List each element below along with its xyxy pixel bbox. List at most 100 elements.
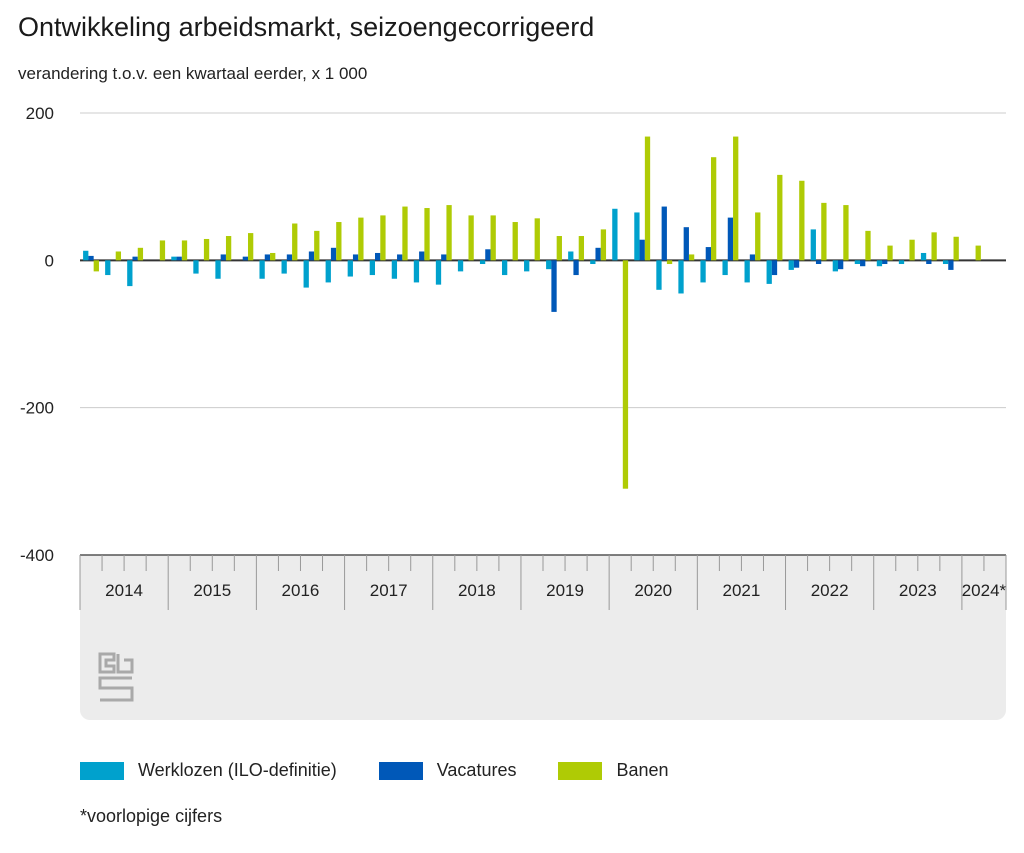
bar xyxy=(286,254,293,261)
bar xyxy=(887,245,893,261)
bar xyxy=(595,247,601,261)
bar xyxy=(314,230,320,261)
bar xyxy=(336,222,342,261)
legend-item-werklozen: Werklozen (ILO-definitie) xyxy=(80,760,337,781)
bar xyxy=(656,260,662,290)
bar xyxy=(644,136,651,261)
bar xyxy=(722,260,728,276)
x-tick-label: 2015 xyxy=(193,581,231,600)
cbs-logo-icon xyxy=(98,652,134,702)
bar xyxy=(661,206,667,261)
bar xyxy=(248,233,254,261)
bar xyxy=(281,260,287,274)
x-tick-label: 2021 xyxy=(723,581,761,600)
legend-swatch xyxy=(80,761,124,780)
bar xyxy=(132,256,138,261)
footnote: *voorlopige cijfers xyxy=(80,806,223,826)
bar xyxy=(678,260,684,294)
bar xyxy=(419,251,425,261)
bar xyxy=(744,260,750,283)
bar xyxy=(942,260,949,265)
legend-label: Vacatures xyxy=(436,760,517,780)
bar xyxy=(512,222,518,261)
bar xyxy=(815,260,822,265)
legend-item-vacatures: Vacatures xyxy=(378,760,517,781)
bar xyxy=(397,254,403,261)
bar xyxy=(435,260,442,285)
bar xyxy=(568,251,574,261)
bar xyxy=(441,254,447,261)
bar xyxy=(127,260,133,287)
bar xyxy=(270,252,276,261)
bar xyxy=(534,218,540,261)
bar xyxy=(755,212,761,261)
bar xyxy=(203,238,210,261)
bar xyxy=(330,247,337,261)
bar xyxy=(931,232,937,261)
bar xyxy=(259,260,265,279)
bar xyxy=(479,260,486,265)
bar xyxy=(683,227,689,261)
bar xyxy=(375,252,381,261)
y-tick-label: 200 xyxy=(26,104,54,123)
bar xyxy=(639,239,645,261)
bar xyxy=(832,260,838,272)
bar xyxy=(727,217,734,261)
bar xyxy=(688,254,695,261)
bar xyxy=(700,260,706,283)
bar xyxy=(578,236,585,261)
bar xyxy=(953,236,959,261)
bar xyxy=(457,260,464,272)
bar xyxy=(546,260,552,270)
bar xyxy=(292,223,298,261)
bar xyxy=(413,260,420,283)
bar xyxy=(788,260,794,270)
legend-swatch xyxy=(558,761,603,780)
bar xyxy=(264,254,271,261)
bar xyxy=(137,247,144,261)
bar xyxy=(524,260,530,272)
bar xyxy=(215,260,221,279)
bar xyxy=(225,236,232,261)
chart-title: Ontwikkeling arbeidsmarkt, seizoengecorr… xyxy=(18,12,595,42)
x-tick-label: 2016 xyxy=(282,581,320,600)
bar xyxy=(352,254,359,261)
bar xyxy=(115,251,122,261)
x-tick-label: 2017 xyxy=(370,581,408,600)
x-tick-label: 2022 xyxy=(811,581,849,600)
bar xyxy=(766,260,772,284)
legend: Werklozen (ILO-definitie) Vacatures Bane… xyxy=(80,760,711,781)
legend-swatch xyxy=(378,761,423,780)
chart-subtitle: verandering t.o.v. een kwartaal eerder, … xyxy=(18,64,368,83)
bar xyxy=(600,229,607,261)
bar xyxy=(622,260,629,489)
bar xyxy=(821,202,827,261)
bar xyxy=(865,230,871,261)
bar xyxy=(551,260,557,312)
bar xyxy=(860,260,866,267)
bar xyxy=(909,239,915,261)
x-tick-label: 2020 xyxy=(634,581,672,600)
bar xyxy=(573,260,579,276)
bar xyxy=(711,157,717,261)
x-tick-label: 2018 xyxy=(458,581,496,600)
bar xyxy=(171,256,177,261)
bar xyxy=(176,256,182,261)
bar xyxy=(181,240,188,261)
bar xyxy=(501,260,508,276)
bar xyxy=(793,260,800,268)
bar xyxy=(898,260,905,265)
bar xyxy=(590,260,596,265)
x-tick-label: 2014 xyxy=(105,581,143,600)
bar xyxy=(705,247,711,261)
legend-label: Werklozen (ILO-definitie) xyxy=(138,760,337,780)
bar xyxy=(220,254,226,261)
bar xyxy=(733,136,739,261)
legend-label: Banen xyxy=(616,760,669,780)
bar xyxy=(358,217,364,261)
bar xyxy=(854,260,861,265)
bar xyxy=(325,260,331,283)
x-tick-label: 2024* xyxy=(962,581,1007,600)
bar xyxy=(485,249,491,261)
x-tick-label: 2019 xyxy=(546,581,584,600)
